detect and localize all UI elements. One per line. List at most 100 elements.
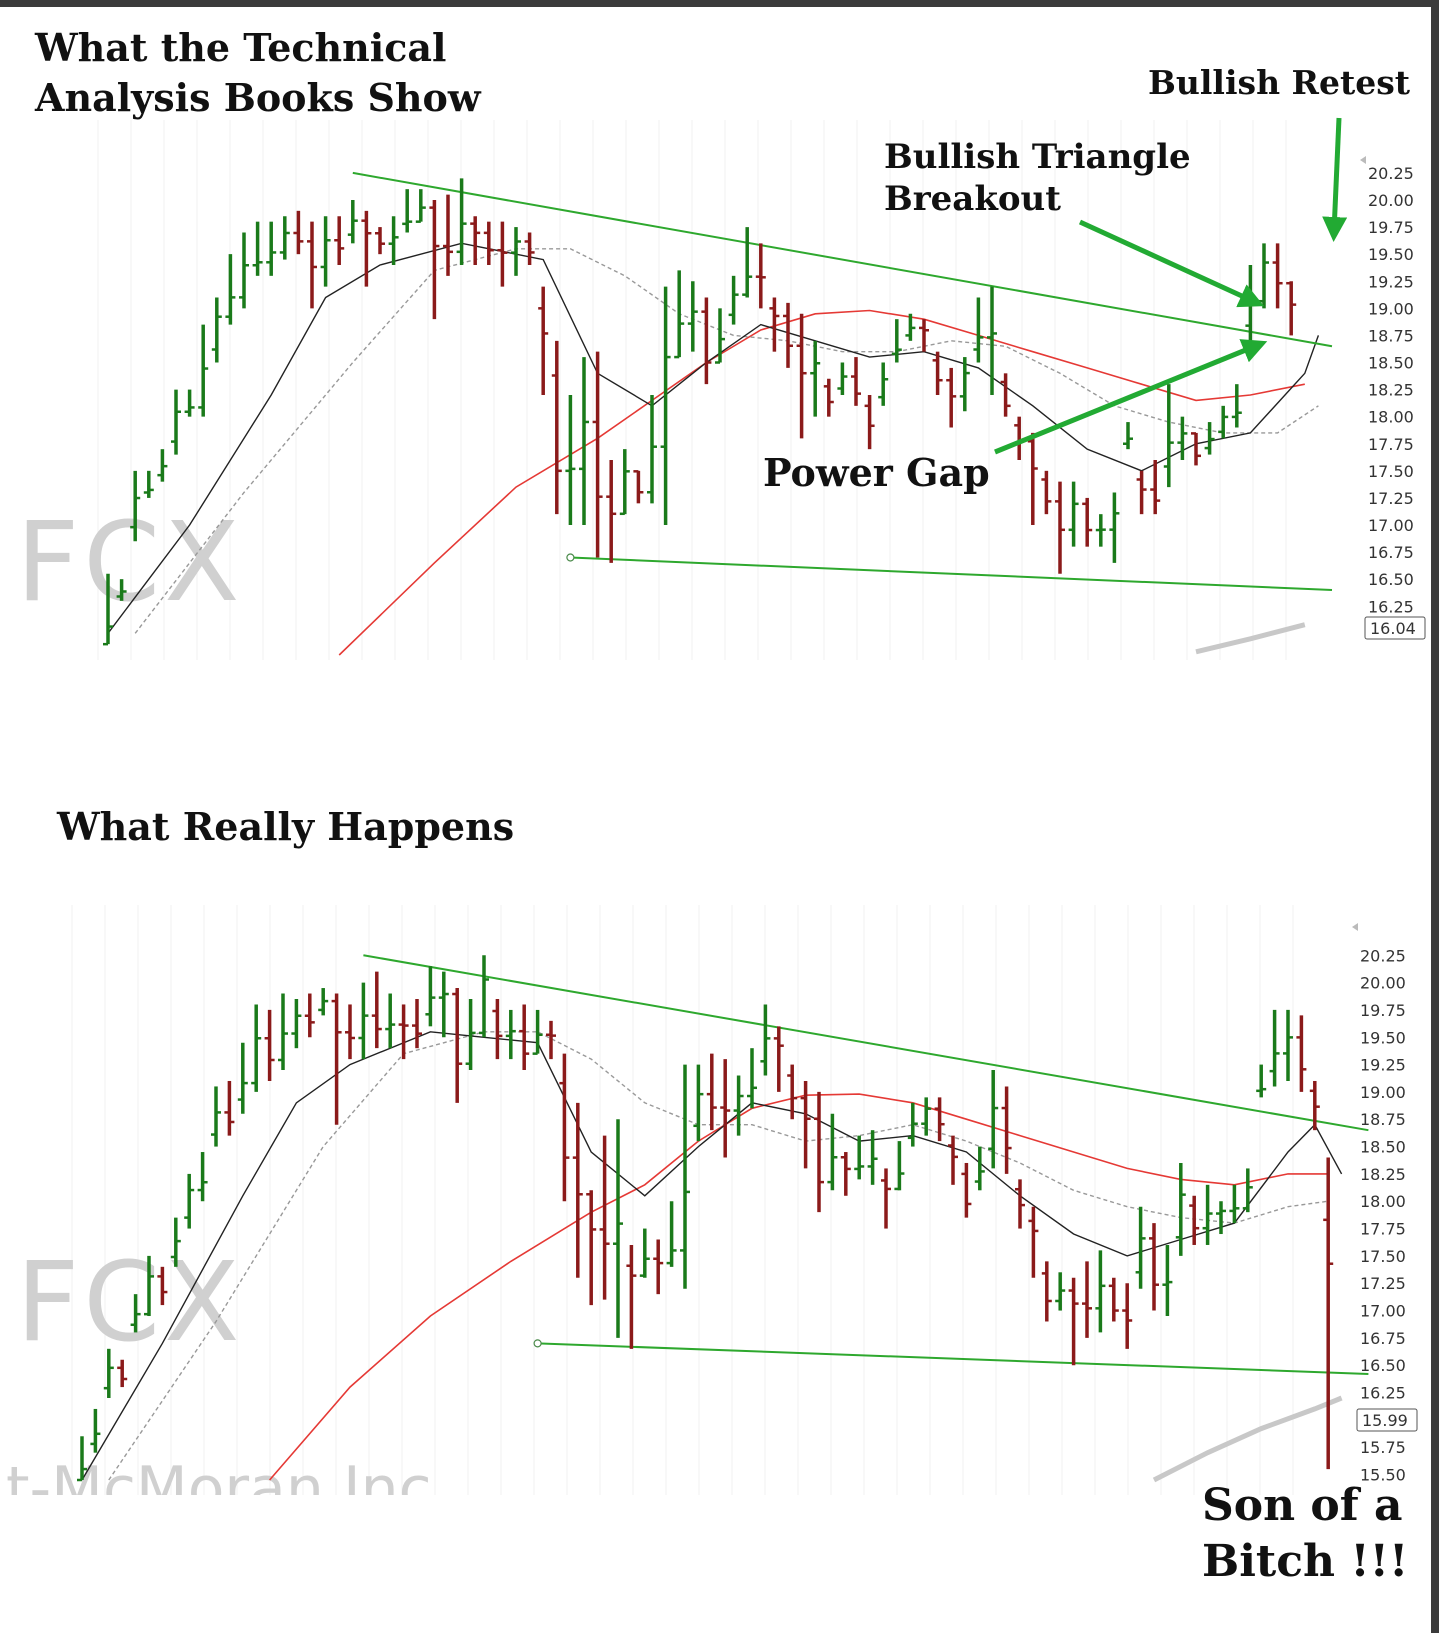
price-bar: [586, 1190, 597, 1306]
price-bar: [479, 955, 489, 1038]
price-bar: [626, 1244, 637, 1349]
price-bar: [375, 227, 385, 255]
price-bar: [1015, 1179, 1025, 1229]
price-bar: [1296, 1015, 1307, 1092]
price-bar: [687, 281, 698, 352]
price-bar: [1229, 1184, 1240, 1224]
price-bar: [840, 1152, 851, 1196]
price-bar: [823, 378, 834, 417]
y-tick-label: 20.00: [1360, 974, 1406, 993]
y-tick-label: 19.00: [1368, 299, 1414, 318]
price-bar: [334, 216, 345, 265]
price-bar: [800, 1080, 811, 1169]
resistance-trendline: [363, 954, 1369, 1132]
price-bar: [358, 982, 369, 1060]
y-tick-label: 19.00: [1360, 1083, 1406, 1102]
price-bar: [693, 1064, 704, 1142]
y-tick-label: 20.25: [1360, 946, 1406, 965]
price-bar: [345, 1004, 355, 1060]
price-bar: [1041, 470, 1052, 515]
price-bar: [701, 297, 712, 385]
price-bar: [184, 1173, 195, 1229]
y-tick-label: 20.25: [1368, 164, 1414, 183]
price-bar: [307, 221, 317, 309]
price-bar: [1216, 1201, 1226, 1235]
price-bar: [647, 395, 657, 504]
triangle-breakout-line1: Bullish Triangle: [884, 137, 1191, 177]
price-bar: [1028, 1206, 1039, 1278]
frame-border: [1431, 0, 1439, 1633]
price-bar: [921, 1097, 932, 1136]
price-bar: [266, 221, 277, 276]
top-heading-line1: What the Technical: [35, 25, 447, 70]
y-tick-label: 18.50: [1368, 354, 1414, 373]
son-of-a-bitch-label: Son of a Bitch !!!: [1202, 1478, 1408, 1590]
price-bar: [551, 340, 562, 515]
price-bar: [264, 1009, 275, 1081]
y-tick-label: 17.50: [1360, 1247, 1406, 1266]
price-bar: [505, 1009, 516, 1060]
price-bar: [211, 297, 222, 363]
price-bar: [1269, 1009, 1280, 1087]
triangle-breakout-label: Bullish Triangle Breakout: [884, 136, 1191, 220]
price-bar: [1068, 1277, 1079, 1366]
y-tick-label: 18.25: [1368, 381, 1414, 400]
price-bar: [116, 579, 127, 601]
price-bar: [443, 194, 453, 276]
price-bar: [279, 216, 290, 260]
price-bar: [1177, 416, 1188, 460]
price-bar: [579, 357, 589, 525]
price-bar: [987, 286, 997, 395]
price-bar: [1122, 1283, 1133, 1349]
power-gap-label: Power Gap: [763, 450, 990, 495]
price-bar: [666, 1201, 677, 1267]
price-bar: [402, 189, 413, 233]
price-bar: [1135, 1206, 1146, 1289]
y-tick-label: 19.50: [1368, 245, 1414, 264]
price-bar: [747, 1048, 757, 1109]
sma-long-line: [1152, 1395, 1343, 1483]
price-bar: [633, 470, 644, 504]
price-bar: [867, 1130, 878, 1185]
price-bar: [483, 221, 494, 265]
price-bar: [1323, 1157, 1334, 1470]
price-bar: [881, 1168, 891, 1229]
price-bar: [237, 1042, 248, 1114]
price-bar: [511, 227, 521, 276]
price-bar: [613, 1119, 623, 1338]
price-bar: [905, 313, 916, 341]
y-tick-label: 18.00: [1368, 408, 1414, 427]
price-bar: [1202, 1184, 1213, 1245]
y-tick-label: 15.50: [1360, 1466, 1406, 1485]
price-bar: [837, 362, 848, 395]
price-bar: [814, 1091, 824, 1213]
price-bar: [304, 993, 315, 1038]
y-tick-label: 17.75: [1360, 1220, 1406, 1239]
son-line2: Bitch !!!: [1202, 1536, 1409, 1587]
price-bar: [1191, 432, 1201, 466]
price-bar: [1082, 497, 1093, 547]
price-bar: [470, 216, 481, 265]
support-trendline: [570, 556, 1333, 591]
price-bar: [184, 389, 195, 417]
price-bar: [894, 1141, 905, 1191]
top-heading: What the Technical Analysis Books Show: [35, 23, 481, 123]
company-watermark: t-McMoran Inc: [6, 1454, 432, 1495]
price-bar: [318, 988, 329, 1016]
price-bar: [425, 966, 436, 1027]
y-tick-label: 20.00: [1368, 191, 1414, 210]
y-tick-label: 17.25: [1368, 489, 1414, 508]
price-bar: [755, 243, 766, 309]
last-price-label: 16.04: [1370, 619, 1416, 638]
price-bar: [946, 367, 957, 428]
price-bar: [934, 1097, 945, 1142]
price-bar: [1231, 384, 1242, 428]
price-bar: [412, 998, 422, 1049]
price-bar: [810, 340, 821, 417]
price-bar: [117, 1359, 128, 1388]
price-bar: [773, 1026, 784, 1092]
price-bar: [660, 286, 671, 525]
ticker-watermark: FCX: [16, 1238, 243, 1366]
price-bar: [1095, 514, 1106, 547]
